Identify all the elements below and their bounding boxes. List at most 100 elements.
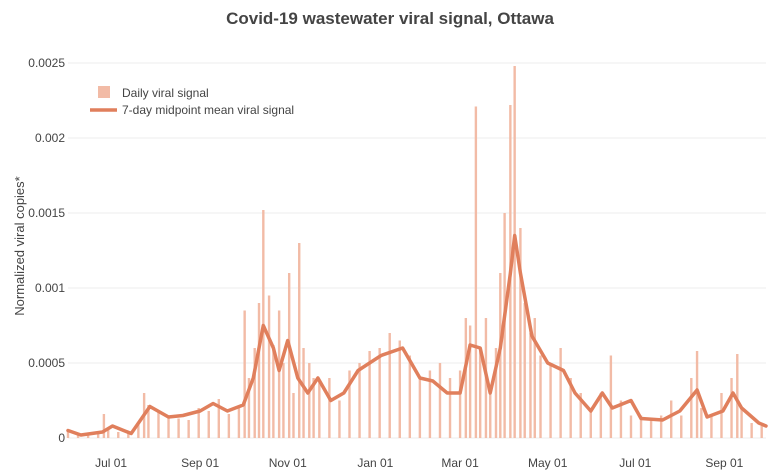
daily-bar[interactable] [117, 432, 120, 438]
daily-bar[interactable] [710, 415, 713, 439]
daily-bar[interactable] [468, 325, 472, 439]
daily-bar[interactable] [464, 318, 468, 438]
daily-bar[interactable] [529, 333, 532, 438]
y-tick-label: 0.002 [35, 131, 65, 145]
daily-bar[interactable] [127, 433, 130, 439]
daily-bar[interactable] [418, 378, 422, 438]
daily-bar[interactable] [736, 354, 739, 438]
daily-bar[interactable] [690, 378, 693, 438]
daily-bar[interactable] [147, 405, 150, 438]
daily-bar[interactable] [197, 408, 200, 438]
daily-bar[interactable] [277, 310, 281, 439]
daily-bar[interactable] [659, 415, 663, 439]
daily-bar[interactable] [298, 243, 301, 438]
daily-bar[interactable] [96, 432, 100, 438]
daily-bar[interactable] [287, 273, 291, 438]
daily-bar[interactable] [649, 420, 653, 438]
daily-bar[interactable] [253, 348, 256, 438]
x-tick-label: Jan 01 [357, 456, 393, 470]
daily-bar[interactable] [474, 106, 478, 439]
daily-bar[interactable] [740, 408, 743, 438]
daily-bar[interactable] [398, 340, 401, 439]
daily-bar[interactable] [519, 228, 522, 438]
daily-bar[interactable] [438, 363, 442, 438]
daily-bar[interactable] [619, 400, 623, 439]
daily-bar[interactable] [448, 378, 452, 438]
daily-bar[interactable] [308, 363, 311, 438]
daily-bar[interactable] [523, 303, 526, 438]
y-tick-label: 0.0015 [28, 206, 65, 220]
daily-bars [66, 66, 763, 439]
x-axis: Jul 01 Sep 01 Nov 01 Jan 01 Mar 01 May 01 Jul … [95, 456, 744, 470]
daily-bar[interactable] [629, 415, 633, 439]
daily-bar[interactable] [157, 411, 160, 438]
daily-bar[interactable] [247, 378, 251, 438]
y-tick-label: 0.0025 [28, 56, 65, 70]
daily-bar[interactable] [609, 355, 613, 439]
daily-bar[interactable] [388, 333, 391, 438]
daily-bar[interactable] [102, 414, 106, 438]
daily-bar[interactable] [700, 408, 703, 438]
daily-bar[interactable] [478, 348, 482, 438]
daily-bar[interactable] [243, 310, 246, 439]
daily-bar[interactable] [312, 378, 315, 438]
daily-bar[interactable] [167, 415, 170, 439]
x-tick-label: Sep 01 [181, 456, 219, 470]
daily-bar[interactable] [539, 355, 542, 439]
daily-bar[interactable] [378, 348, 381, 438]
daily-bar[interactable] [569, 378, 572, 438]
x-tick-label: Mar 01 [441, 456, 479, 470]
daily-bar[interactable] [639, 415, 643, 439]
daily-bar[interactable] [66, 432, 70, 438]
daily-bar[interactable] [494, 348, 498, 438]
daily-bar[interactable] [348, 370, 351, 439]
y-tick-label: 0.001 [35, 281, 65, 295]
daily-bar[interactable] [408, 355, 412, 439]
x-tick-label: Nov 01 [269, 456, 307, 470]
daily-bar[interactable] [579, 393, 582, 438]
daily-bar[interactable] [217, 399, 221, 438]
daily-bar[interactable] [760, 426, 763, 438]
legend-swatch-daily[interactable] [98, 86, 110, 98]
daily-bar[interactable] [589, 408, 592, 438]
daily-bar[interactable] [428, 370, 432, 439]
daily-bar[interactable] [670, 400, 673, 439]
daily-bar[interactable] [76, 435, 80, 438]
daily-bar[interactable] [137, 424, 140, 439]
x-tick-label: Jul 01 [619, 456, 651, 470]
legend: Daily viral signal 7-day midpoint mean v… [90, 86, 294, 117]
daily-bar[interactable] [680, 415, 683, 439]
daily-bar[interactable] [282, 363, 285, 438]
daily-bar[interactable] [533, 318, 536, 438]
daily-bar[interactable] [318, 381, 321, 438]
daily-bar[interactable] [227, 414, 231, 438]
y-tick-label: 0 [58, 431, 65, 445]
daily-bar[interactable] [559, 348, 562, 438]
daily-bar[interactable] [267, 295, 271, 439]
daily-bar[interactable] [750, 423, 753, 438]
daily-bar[interactable] [489, 393, 492, 438]
daily-bar[interactable] [599, 393, 603, 438]
daily-bar[interactable] [292, 393, 295, 438]
daily-bar[interactable] [720, 393, 723, 438]
daily-bar[interactable] [177, 418, 180, 439]
x-tick-label: May 01 [528, 456, 568, 470]
daily-bar[interactable] [368, 351, 371, 438]
daily-bar[interactable] [257, 303, 261, 438]
gridlines [68, 62, 766, 439]
daily-bar[interactable] [187, 420, 190, 438]
daily-bar[interactable] [458, 370, 462, 439]
daily-bar[interactable] [207, 411, 210, 438]
daily-bar[interactable] [328, 378, 331, 438]
daily-bar[interactable] [237, 408, 241, 438]
daily-bar[interactable] [272, 345, 275, 438]
legend-label-mean: 7-day midpoint mean viral signal [122, 103, 294, 117]
daily-bar[interactable] [302, 348, 305, 438]
daily-bar[interactable] [513, 66, 516, 438]
daily-bar[interactable] [338, 400, 341, 439]
daily-bar[interactable] [107, 429, 110, 438]
daily-bar[interactable] [358, 363, 361, 438]
daily-bar[interactable] [730, 378, 733, 438]
daily-bar[interactable] [549, 363, 552, 438]
